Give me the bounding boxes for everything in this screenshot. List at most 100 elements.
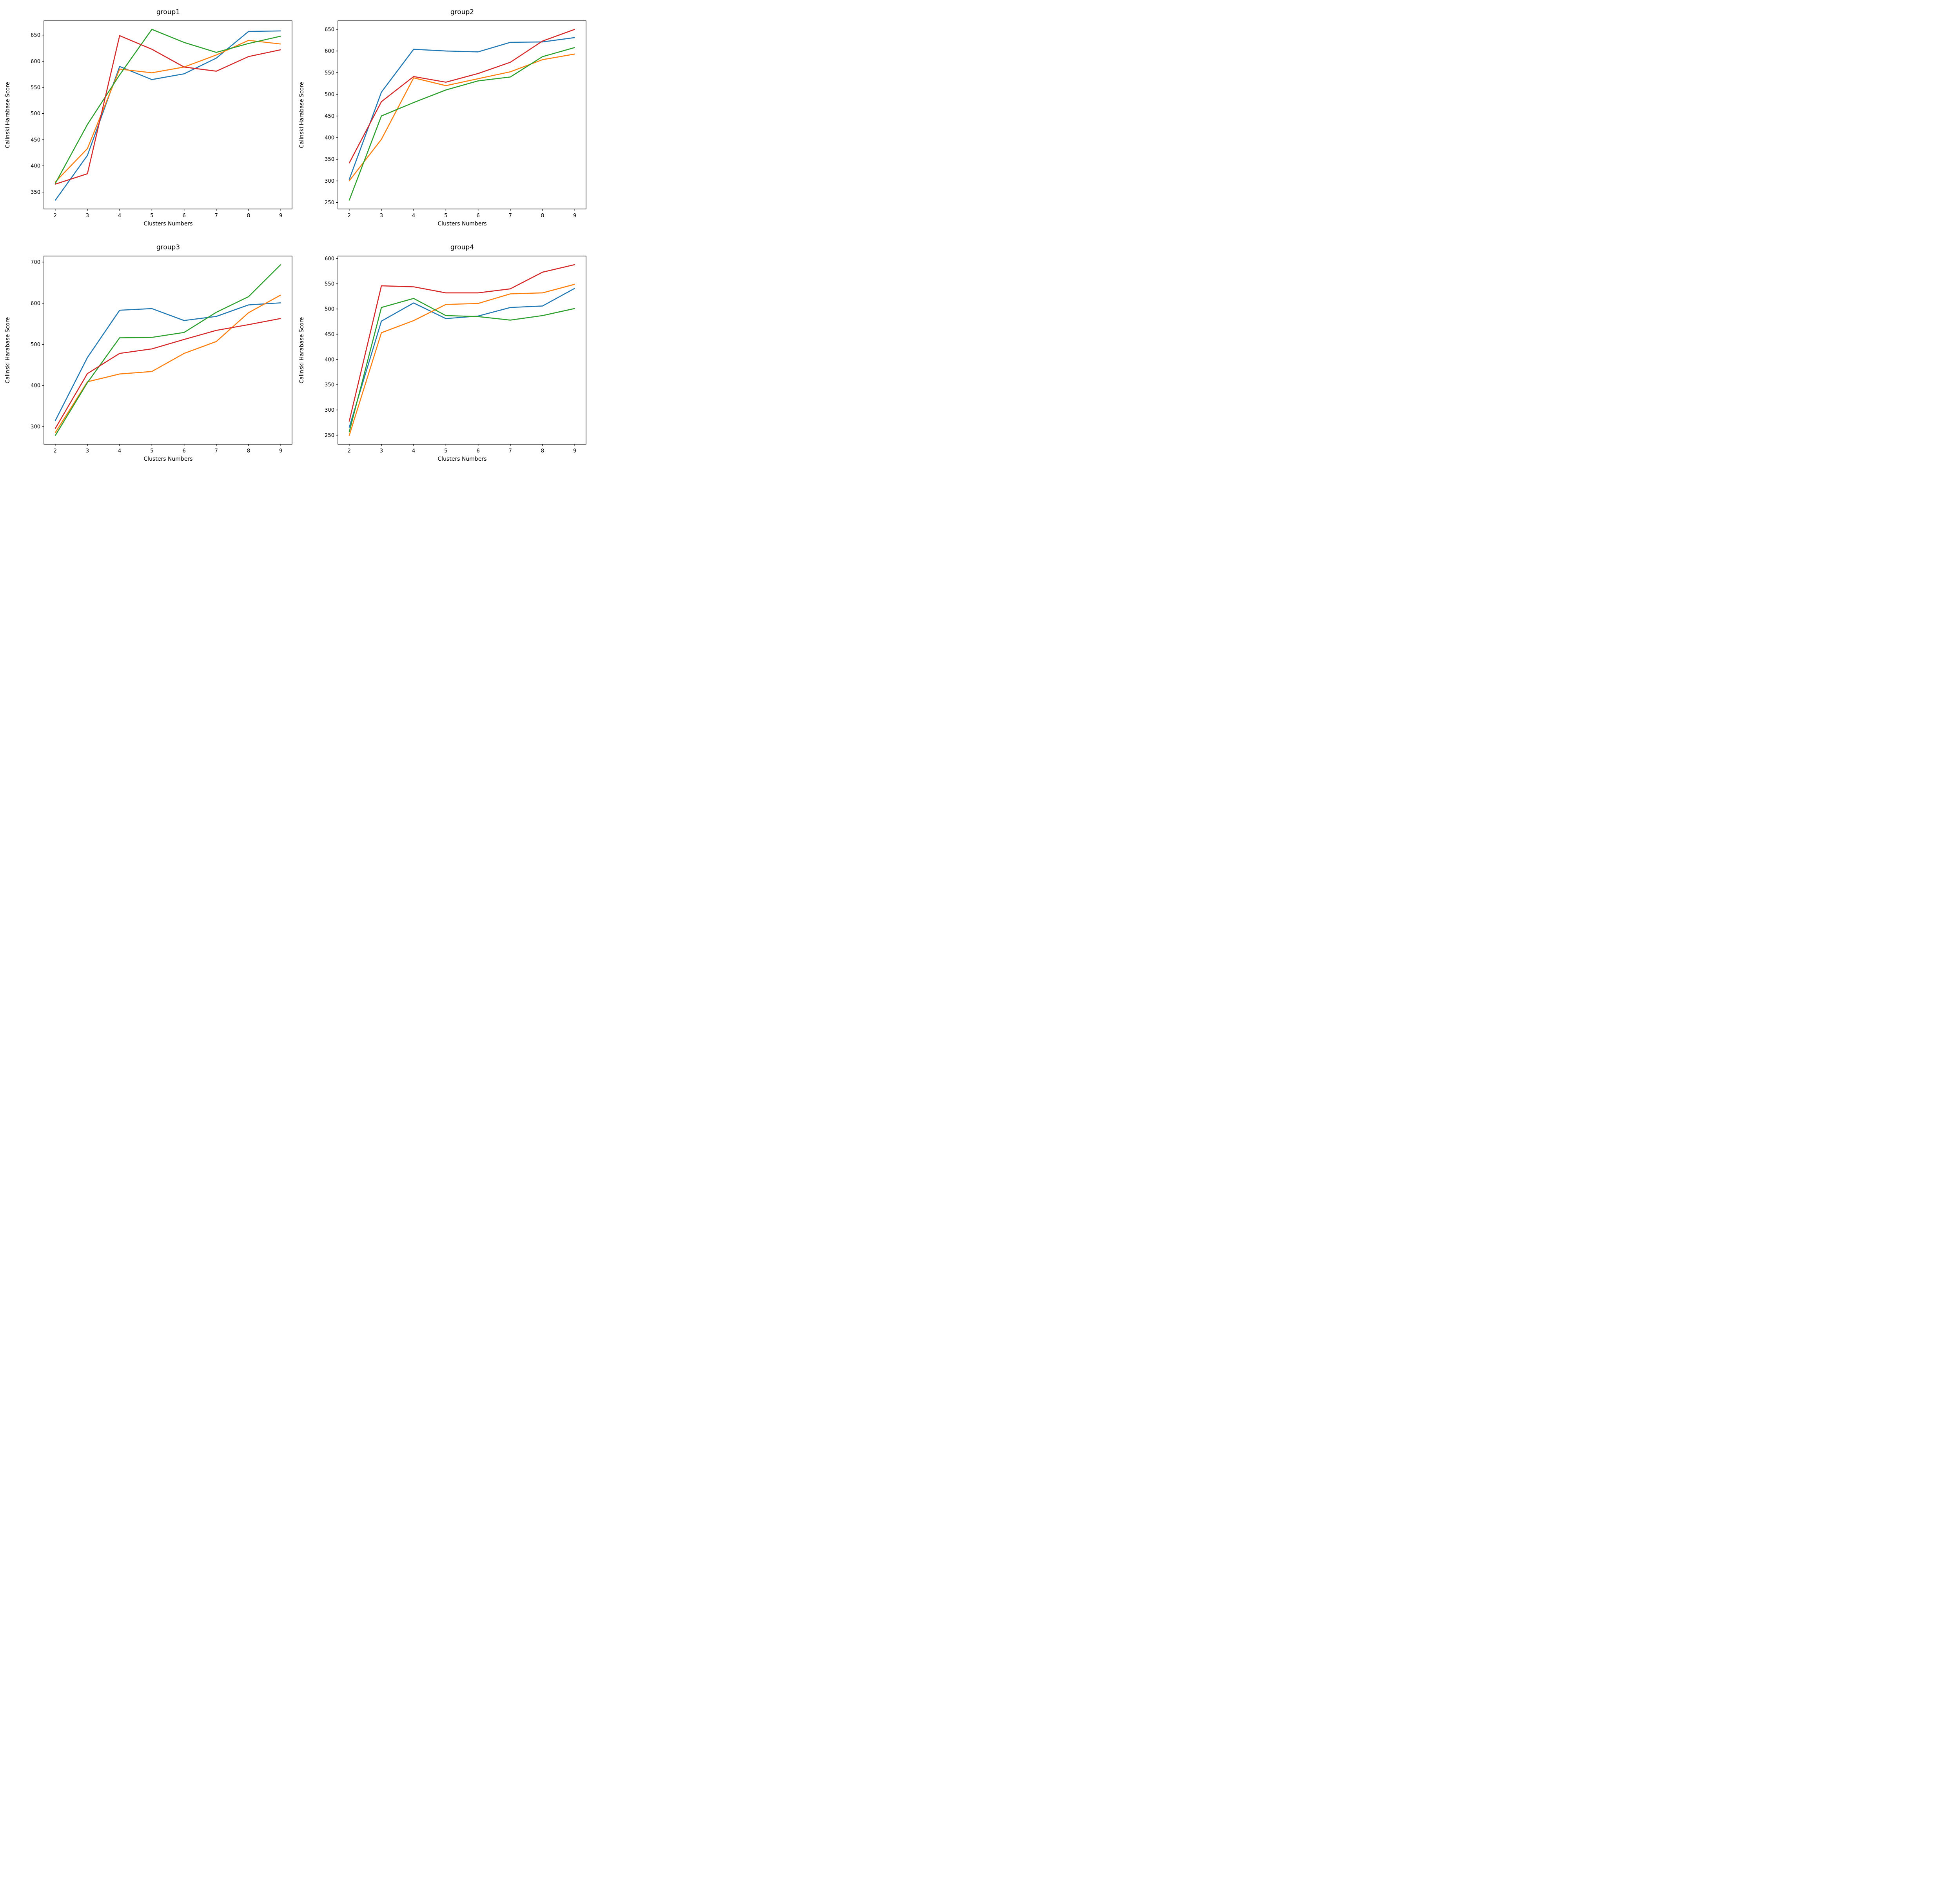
axes-spines bbox=[338, 20, 586, 209]
line-series-red bbox=[348, 264, 575, 422]
axes-spines bbox=[338, 256, 586, 445]
y-tick-label: 250 bbox=[325, 200, 334, 206]
axes-spines bbox=[44, 20, 292, 209]
y-tick-label: 650 bbox=[31, 33, 40, 38]
x-tick-label: 6 bbox=[476, 448, 479, 454]
line-series-orange bbox=[54, 40, 281, 183]
subplot-group2: 2 3 4 5 6 7 8 9 250 300 350 400 450 500 550 600 650 grou… bbox=[294, 0, 588, 235]
y-tick-label: 600 bbox=[325, 256, 334, 262]
x-tick-label: 8 bbox=[247, 213, 250, 219]
x-tick-label: 9 bbox=[573, 448, 576, 454]
y-tick-label: 350 bbox=[325, 382, 334, 388]
y-tick-label: 400 bbox=[31, 383, 40, 389]
subplot-group3: 2 3 4 5 6 7 8 9 300 400 500 600 700 group3 Calinski … bbox=[0, 235, 294, 470]
x-tick-label: 8 bbox=[541, 213, 544, 219]
y-tick-label: 450 bbox=[31, 137, 40, 143]
line-series-green bbox=[54, 264, 281, 436]
chart-title-group4: group4 bbox=[450, 243, 474, 251]
y-tick-label: 600 bbox=[31, 59, 40, 65]
y-tick-label: 400 bbox=[31, 163, 40, 169]
x-tick-label: 3 bbox=[380, 448, 383, 454]
y-tick-label: 500 bbox=[31, 342, 40, 348]
line-series-green bbox=[348, 298, 575, 432]
x-tick-label: 6 bbox=[182, 448, 185, 454]
x-tick-label: 2 bbox=[348, 448, 351, 454]
y-tick-label: 550 bbox=[31, 85, 40, 91]
line-series-orange bbox=[348, 283, 575, 436]
x-axis-label-group4: Clusters Numbers bbox=[437, 456, 487, 462]
line-series-red bbox=[55, 35, 281, 185]
x-tick-label: 2 bbox=[54, 448, 57, 454]
y-tick-label: 450 bbox=[325, 332, 334, 338]
x-tick-label: 6 bbox=[476, 213, 479, 219]
x-tick-label: 2 bbox=[348, 213, 351, 219]
line-series-green bbox=[54, 29, 281, 184]
line-series-blue bbox=[348, 288, 575, 428]
y-tick-label: 300 bbox=[325, 178, 334, 184]
subplot-group4: 2 3 4 5 6 7 8 9 250 300 350 400 450 500 550 600 group4 … bbox=[294, 235, 588, 470]
x-tick-label: 2 bbox=[54, 213, 57, 219]
x-tick-label: 5 bbox=[444, 448, 447, 454]
y-tick-label: 550 bbox=[325, 70, 334, 76]
y-tick-label: 300 bbox=[325, 407, 334, 413]
x-tick-label: 7 bbox=[215, 448, 218, 454]
x-tick-label: 4 bbox=[412, 213, 415, 219]
y-tick-label: 300 bbox=[31, 424, 40, 430]
x-axis-label-group2: Clusters Numbers bbox=[437, 221, 487, 227]
y-tick-label: 450 bbox=[325, 113, 334, 119]
plot-area-group4: 2 3 4 5 6 7 8 9 250 300 350 400 450 500 550 600 bbox=[325, 256, 586, 454]
x-tick-label: 5 bbox=[150, 448, 153, 454]
x-tick-label: 6 bbox=[182, 213, 185, 219]
x-tick-label: 5 bbox=[444, 213, 447, 219]
plot-area-group1: 2 3 4 5 6 7 8 9 350 400 450 500 550 600 650 bbox=[31, 20, 292, 219]
x-tick-label: 4 bbox=[118, 448, 121, 454]
x-tick-label: 3 bbox=[86, 213, 89, 219]
x-tick-label: 4 bbox=[118, 213, 121, 219]
x-tick-label: 7 bbox=[509, 213, 512, 219]
line-series-green bbox=[348, 47, 575, 201]
x-tick-label: 8 bbox=[247, 448, 250, 454]
chart-title-group2: group2 bbox=[450, 8, 474, 16]
axes-spines bbox=[44, 256, 292, 445]
x-tick-label: 9 bbox=[573, 213, 576, 219]
line-series-blue bbox=[54, 30, 281, 201]
y-tick-label: 400 bbox=[325, 357, 334, 363]
x-axis-label-group3: Clusters Numbers bbox=[143, 456, 193, 462]
y-tick-label: 650 bbox=[325, 27, 334, 33]
line-series-orange bbox=[348, 53, 575, 182]
y-tick-label: 250 bbox=[325, 432, 334, 438]
x-tick-label: 4 bbox=[412, 448, 415, 454]
y-tick-label: 400 bbox=[325, 135, 334, 141]
y-axis-label-group1: Calinski Harabase Score bbox=[5, 82, 11, 148]
plot-area-group2: 2 3 4 5 6 7 8 9 250 300 350 400 450 500 550 600 650 bbox=[325, 20, 586, 219]
y-axis-label-group2: Calinski Harabase Score bbox=[299, 82, 305, 148]
y-axis-label-group4: Calinski Harabase Score bbox=[299, 317, 305, 383]
line-series-blue bbox=[54, 302, 281, 421]
x-tick-label: 9 bbox=[279, 213, 282, 219]
y-tick-label: 500 bbox=[31, 111, 40, 117]
y-tick-label: 500 bbox=[325, 92, 334, 98]
y-tick-label: 350 bbox=[325, 157, 334, 163]
x-tick-label: 8 bbox=[541, 448, 544, 454]
x-tick-label: 3 bbox=[380, 213, 383, 219]
x-tick-label: 9 bbox=[279, 448, 282, 454]
x-axis-label-group1: Clusters Numbers bbox=[143, 221, 193, 227]
x-tick-label: 7 bbox=[215, 213, 218, 219]
figure-canvas: 2 3 4 5 6 7 8 9 350 400 450 500 550 600 650 group1 Cal… bbox=[0, 0, 588, 470]
y-tick-label: 550 bbox=[325, 281, 334, 287]
chart-title-group1: group1 bbox=[156, 8, 180, 16]
y-tick-label: 700 bbox=[31, 260, 40, 265]
y-tick-label: 350 bbox=[31, 189, 40, 195]
line-series-blue bbox=[348, 37, 575, 180]
subplot-group1: 2 3 4 5 6 7 8 9 350 400 450 500 550 600 650 group1 Cal… bbox=[0, 0, 294, 235]
y-tick-label: 500 bbox=[325, 307, 334, 312]
y-tick-label: 600 bbox=[325, 49, 334, 54]
x-tick-label: 5 bbox=[150, 213, 153, 219]
x-tick-label: 7 bbox=[509, 448, 512, 454]
line-series-orange bbox=[54, 294, 281, 433]
x-tick-label: 3 bbox=[86, 448, 89, 454]
y-tick-label: 600 bbox=[31, 301, 40, 307]
plot-area-group3: 2 3 4 5 6 7 8 9 300 400 500 600 700 bbox=[31, 256, 292, 454]
line-series-red bbox=[54, 318, 281, 429]
line-series-red bbox=[348, 29, 575, 163]
